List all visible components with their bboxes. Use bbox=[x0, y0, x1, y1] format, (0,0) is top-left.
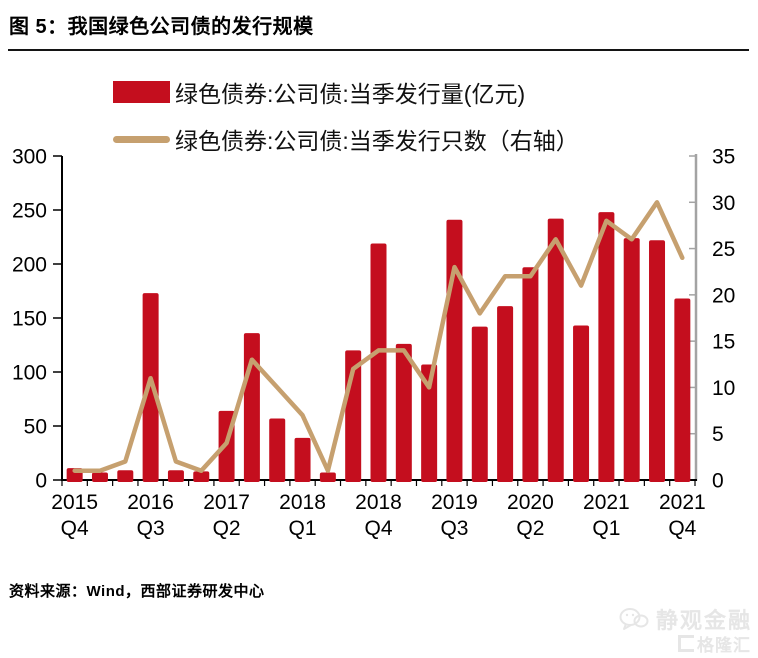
x-axis-label-quarter: Q2 bbox=[213, 517, 241, 540]
bar-2018Q1 bbox=[294, 437, 311, 482]
right-axis-tick-label: 30 bbox=[712, 192, 735, 215]
bar-2020Q3 bbox=[547, 218, 564, 482]
x-axis-label-quarter: Q1 bbox=[592, 517, 620, 540]
right-axis-tick-label: 10 bbox=[712, 377, 735, 400]
left-axis-tick-label: 0 bbox=[35, 470, 47, 493]
bar-2016Q2 bbox=[117, 470, 134, 482]
x-axis-label-year: 2021 bbox=[583, 491, 630, 514]
gelonghui-logo bbox=[678, 635, 694, 652]
left-axis-tick-label: 300 bbox=[12, 146, 47, 169]
watermark-platform-row: 格隆汇 bbox=[618, 631, 751, 656]
left-axis-tick-label: 150 bbox=[12, 308, 47, 331]
bar-2017Q3 bbox=[243, 333, 260, 482]
legend: 绿色债券:公司债:当季发行量(亿元) 绿色债券:公司债:当季发行只数（右轴） bbox=[113, 75, 579, 169]
x-axis-label-year: 2020 bbox=[507, 491, 554, 514]
bar-2018Q4 bbox=[370, 243, 387, 482]
left-axis-tick-label: 100 bbox=[12, 362, 47, 385]
bar-2017Q1 bbox=[193, 471, 210, 482]
line-count-series bbox=[72, 200, 685, 473]
bar-2019Q2 bbox=[421, 364, 438, 482]
bar-2016Q4 bbox=[167, 470, 184, 482]
bar-2019Q4 bbox=[471, 326, 488, 482]
x-axis-label-year: 2018 bbox=[279, 491, 326, 514]
right-axis-tick-label: 20 bbox=[712, 284, 735, 307]
x-axis-label-quarter: Q4 bbox=[668, 517, 696, 540]
bar-2021Q4 bbox=[674, 298, 691, 482]
bar-2016Q3 bbox=[142, 293, 159, 482]
x-axis-label-year: 2021 bbox=[659, 491, 706, 514]
bar-2019Q3 bbox=[446, 219, 463, 482]
legend-bar-swatch bbox=[113, 81, 170, 103]
x-axis-label-quarter: Q4 bbox=[61, 517, 89, 540]
chat-bubbles-icon bbox=[619, 608, 649, 630]
legend-item-line: 绿色债券:公司债:当季发行只数（右轴） bbox=[113, 122, 579, 156]
x-axis-label-quarter: Q3 bbox=[137, 517, 165, 540]
legend-item-bar: 绿色债券:公司债:当季发行量(亿元) bbox=[113, 75, 579, 109]
x-axis-label-quarter: Q4 bbox=[364, 517, 392, 540]
watermark: 静观金融 格隆汇 bbox=[618, 603, 752, 656]
watermark-brand-text: 静观金融 bbox=[655, 608, 752, 633]
bar-2021Q2 bbox=[623, 238, 640, 482]
chart: 0 50 100 150 200 250 300 0 5 10 15 20 25 30 35 2015 Q4 20… bbox=[12, 146, 735, 541]
x-axis-label-quarter: Q1 bbox=[289, 517, 317, 540]
right-axis-tick-label: 5 bbox=[712, 423, 724, 446]
source-note: 资料来源：Wind，西部证券研发中心 bbox=[9, 583, 265, 600]
x-axis-label-year: 2017 bbox=[203, 491, 250, 514]
x-axis-label-year: 2019 bbox=[431, 491, 478, 514]
bar-2018Q2 bbox=[319, 472, 336, 482]
bar-2016Q1 bbox=[91, 472, 108, 482]
bar-2020Q2 bbox=[522, 267, 539, 482]
right-axis-tick-label: 15 bbox=[712, 331, 735, 354]
bar-2019Q1 bbox=[395, 343, 412, 482]
x-axis-label-year: 2015 bbox=[51, 491, 98, 514]
watermark-brand-row: 静观金融 bbox=[618, 603, 752, 635]
bar-2017Q4 bbox=[269, 418, 286, 482]
legend-line-label: 绿色债券:公司债:当季发行只数（右轴） bbox=[175, 128, 579, 154]
right-axis-tick-label: 0 bbox=[712, 470, 724, 493]
x-axis-label-quarter: Q2 bbox=[516, 517, 544, 540]
legend-line-swatch bbox=[113, 135, 170, 143]
bar-2020Q4 bbox=[573, 325, 590, 482]
bar-2020Q1 bbox=[497, 306, 514, 482]
bar-2021Q1 bbox=[598, 212, 615, 482]
x-axis-label-quarter: Q3 bbox=[440, 517, 468, 540]
x-axis-label-year: 2018 bbox=[355, 491, 402, 514]
legend-bar-label: 绿色债券:公司债:当季发行量(亿元) bbox=[175, 81, 526, 107]
left-axis-tick-label: 200 bbox=[12, 254, 47, 277]
bar-2021Q3 bbox=[649, 240, 666, 482]
figure-title: 图 5：我国绿色公司债的发行规模 bbox=[9, 16, 314, 38]
watermark-platform-text: 格隆汇 bbox=[697, 636, 751, 655]
left-axis-tick-label: 50 bbox=[24, 416, 47, 439]
title-divider bbox=[8, 49, 749, 51]
x-axis-label-year: 2016 bbox=[127, 491, 174, 514]
left-axis-tick-label: 250 bbox=[12, 200, 47, 223]
right-axis-tick-label: 25 bbox=[712, 238, 735, 261]
right-axis-tick-label: 35 bbox=[712, 146, 735, 169]
